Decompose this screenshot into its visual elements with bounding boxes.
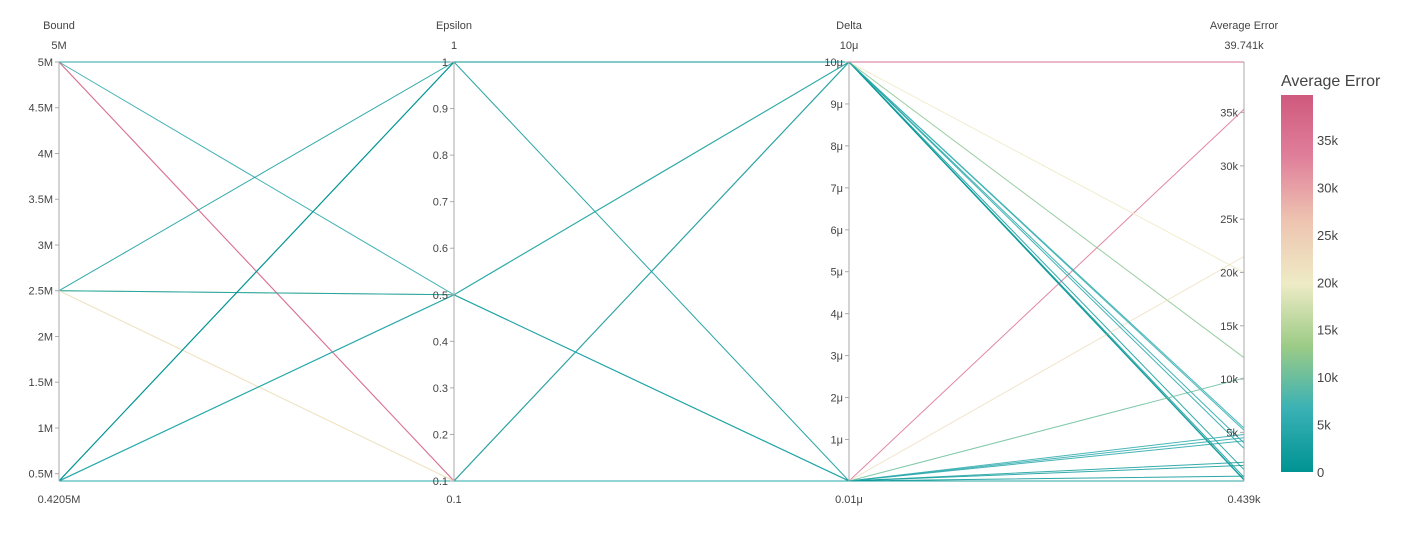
axis-title-delta: Delta [836, 20, 863, 32]
data-line-18[interactable] [59, 475, 1245, 482]
tick-label-bound: 5M [38, 57, 53, 69]
tick-label-avg_error: 35k [1220, 108, 1238, 120]
tick-label-delta: 7μ [831, 183, 843, 195]
data-line-14[interactable] [58, 61, 1245, 482]
tick-label-avg_error: 15k [1220, 321, 1238, 333]
tick-label-epsilon: 0.8 [433, 150, 448, 162]
tick-label-epsilon: 0.3 [433, 383, 448, 395]
colorbar-tick-label: 5k [1317, 418, 1331, 433]
tick-label-bound: 1M [38, 423, 53, 435]
tick-label-delta: 10μ [824, 57, 843, 69]
tick-label-avg_error: 25k [1220, 214, 1238, 226]
tick-label-delta: 6μ [831, 225, 843, 237]
colorbar-tick-label: 20k [1317, 275, 1338, 290]
colorbar-title: Average Error [1281, 73, 1381, 90]
colorbar-tick-label: 30k [1317, 180, 1338, 195]
axis-title-bound: Bound [43, 20, 75, 32]
axis-title-avg_error: Average Error [1210, 20, 1279, 32]
data-line-5[interactable] [58, 61, 1245, 359]
data-line-4[interactable] [58, 61, 1245, 471]
tick-label-avg_error: 10k [1220, 374, 1238, 386]
colorbar-tick-label: 0 [1317, 465, 1324, 480]
data-line-13[interactable] [58, 294, 1245, 482]
data-lines [58, 61, 1245, 482]
data-line-6[interactable] [58, 290, 1245, 482]
colorbar-tick-label: 35k [1317, 133, 1338, 148]
tick-label-bound: 4M [38, 148, 53, 160]
axis-min-label-bound: 0.4205M [38, 494, 81, 506]
axis-max-label-delta: 10μ [840, 40, 859, 52]
tick-label-delta: 3μ [831, 351, 843, 363]
axis-min-label-delta: 0.01μ [835, 494, 863, 506]
axis-min-label-avg_error: 0.439k [1227, 494, 1261, 506]
axis-max-label-bound: 5M [51, 40, 66, 52]
axis-title-epsilon: Epsilon [436, 20, 472, 32]
tick-label-delta: 5μ [831, 267, 843, 279]
tick-label-delta: 1μ [831, 434, 843, 446]
tick-label-epsilon: 0.4 [433, 336, 448, 348]
tick-label-epsilon: 0.6 [433, 243, 448, 255]
axis-min-label-epsilon: 0.1 [446, 494, 461, 506]
tick-label-epsilon: 0.7 [433, 197, 448, 209]
tick-label-delta: 4μ [831, 309, 843, 321]
tick-label-bound: 3M [38, 240, 53, 252]
tick-label-epsilon: 0.5 [433, 290, 448, 302]
tick-label-bound: 2M [38, 331, 53, 343]
tick-label-bound: 3.5M [29, 194, 53, 206]
data-line-16[interactable] [59, 377, 1245, 482]
axis-max-label-avg_error: 39.741k [1224, 40, 1264, 52]
tick-label-delta: 9μ [831, 99, 843, 111]
axes: Bound 5M 0.4205M 0.5M 1M 1.5M 2M 2.5M 3M 3.5M 4M 4.… [29, 20, 1279, 506]
colorbar-tick-label: 15k [1317, 323, 1338, 338]
tick-label-epsilon: 0.1 [433, 476, 448, 488]
tick-label-bound: 0.5M [29, 469, 53, 481]
tick-label-bound: 4.5M [29, 103, 53, 115]
tick-label-avg_error: 30k [1220, 161, 1238, 173]
axis-max-label-epsilon: 1 [451, 40, 457, 52]
tick-label-avg_error: 20k [1220, 267, 1238, 279]
colorbar-tick-label: 25k [1317, 228, 1338, 243]
tick-label-avg_error: 5k [1226, 427, 1238, 439]
tick-label-epsilon: 1 [442, 57, 448, 69]
tick-label-epsilon: 0.9 [433, 104, 448, 116]
data-line-20[interactable] [59, 434, 1245, 482]
colorbar-gradient [1281, 95, 1313, 472]
tick-label-epsilon: 0.2 [433, 429, 448, 441]
tick-label-bound: 2.5M [29, 286, 53, 298]
colorbar-tick-label: 10k [1317, 370, 1338, 385]
tick-label-delta: 8μ [831, 141, 843, 153]
tick-label-bound: 1.5M [29, 377, 53, 389]
colorbar: Average Error 0 5k 10k 15k 20k 25k 30k 35k [1281, 73, 1381, 480]
tick-label-delta: 2μ [831, 393, 843, 405]
